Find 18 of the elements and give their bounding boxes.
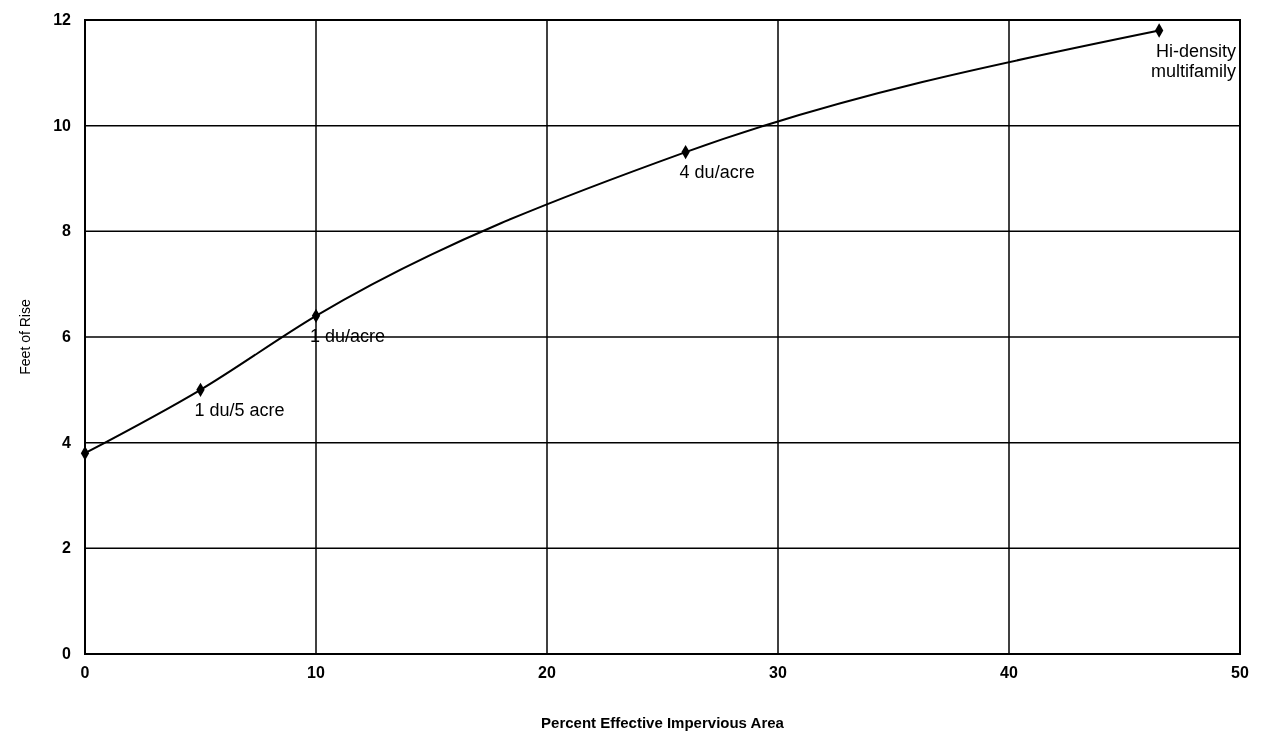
y-tick-label: 8	[62, 222, 72, 240]
y-tick-label: 12	[53, 11, 72, 28]
y-tick-label: 10	[53, 116, 72, 134]
annotation: Hi-density multifamily	[1150, 40, 1236, 81]
x-tick-label: 20	[538, 664, 556, 681]
x-axis-title: Percent Effective Impervious Area	[541, 714, 785, 731]
x-tick-label: 40	[1000, 664, 1018, 681]
x-tick-label: 0	[80, 664, 90, 681]
y-axis-title: Feet of Rise	[17, 299, 33, 375]
y-tick-label: 0	[62, 645, 72, 662]
x-tick-label: 50	[1231, 664, 1249, 681]
x-tick-label: 10	[307, 664, 325, 681]
annotation: 1 du/5 acre	[194, 399, 285, 420]
y-tick-label: 6	[62, 328, 72, 345]
x-tick-label: 30	[769, 664, 787, 681]
annotation: 4 du/acre	[679, 162, 755, 183]
y-tick-label: 4	[62, 433, 72, 451]
y-tick-label: 2	[62, 539, 72, 557]
